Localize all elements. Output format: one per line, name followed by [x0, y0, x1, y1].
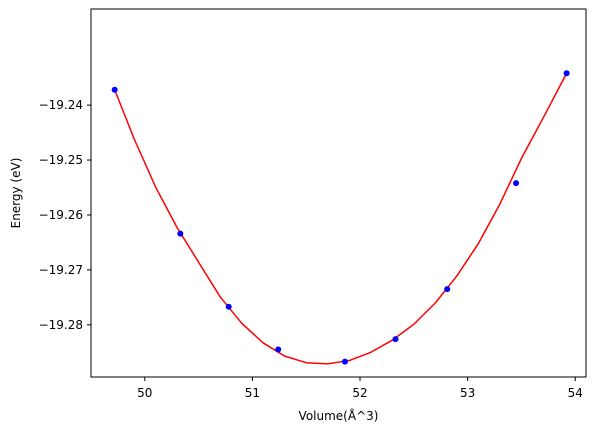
data-point — [444, 286, 451, 293]
x-axis-ticks: 50 51 52 53 54 — [137, 377, 583, 400]
x-tick-label: 51 — [245, 386, 260, 400]
data-point — [275, 346, 282, 353]
y-tick-label: −19.27 — [39, 263, 83, 277]
fit-curve-line — [113, 72, 568, 365]
data-point — [111, 86, 118, 93]
data-point — [225, 303, 232, 310]
x-tick-label: 52 — [352, 386, 367, 400]
x-axis-label: Volume(Å^3) — [299, 408, 379, 423]
y-axis-label: Energy (eV) — [9, 158, 23, 229]
data-point — [513, 180, 520, 187]
y-tick-label: −19.26 — [39, 208, 83, 222]
plot-marks — [111, 70, 570, 365]
plot-frame — [90, 8, 587, 378]
x-tick-label: 54 — [568, 386, 583, 400]
y-axis-ticks: −19.24 −19.25 −19.26 −19.27 −19.28 — [39, 98, 91, 332]
y-tick-label: −19.28 — [39, 318, 83, 332]
data-point — [177, 230, 184, 237]
data-point — [563, 70, 570, 77]
x-tick-label: 53 — [460, 386, 475, 400]
x-tick-label: 50 — [137, 386, 152, 400]
y-tick-label: −19.25 — [39, 153, 83, 167]
data-point — [341, 358, 348, 365]
y-tick-label: −19.24 — [39, 98, 83, 112]
data-point — [392, 336, 399, 343]
